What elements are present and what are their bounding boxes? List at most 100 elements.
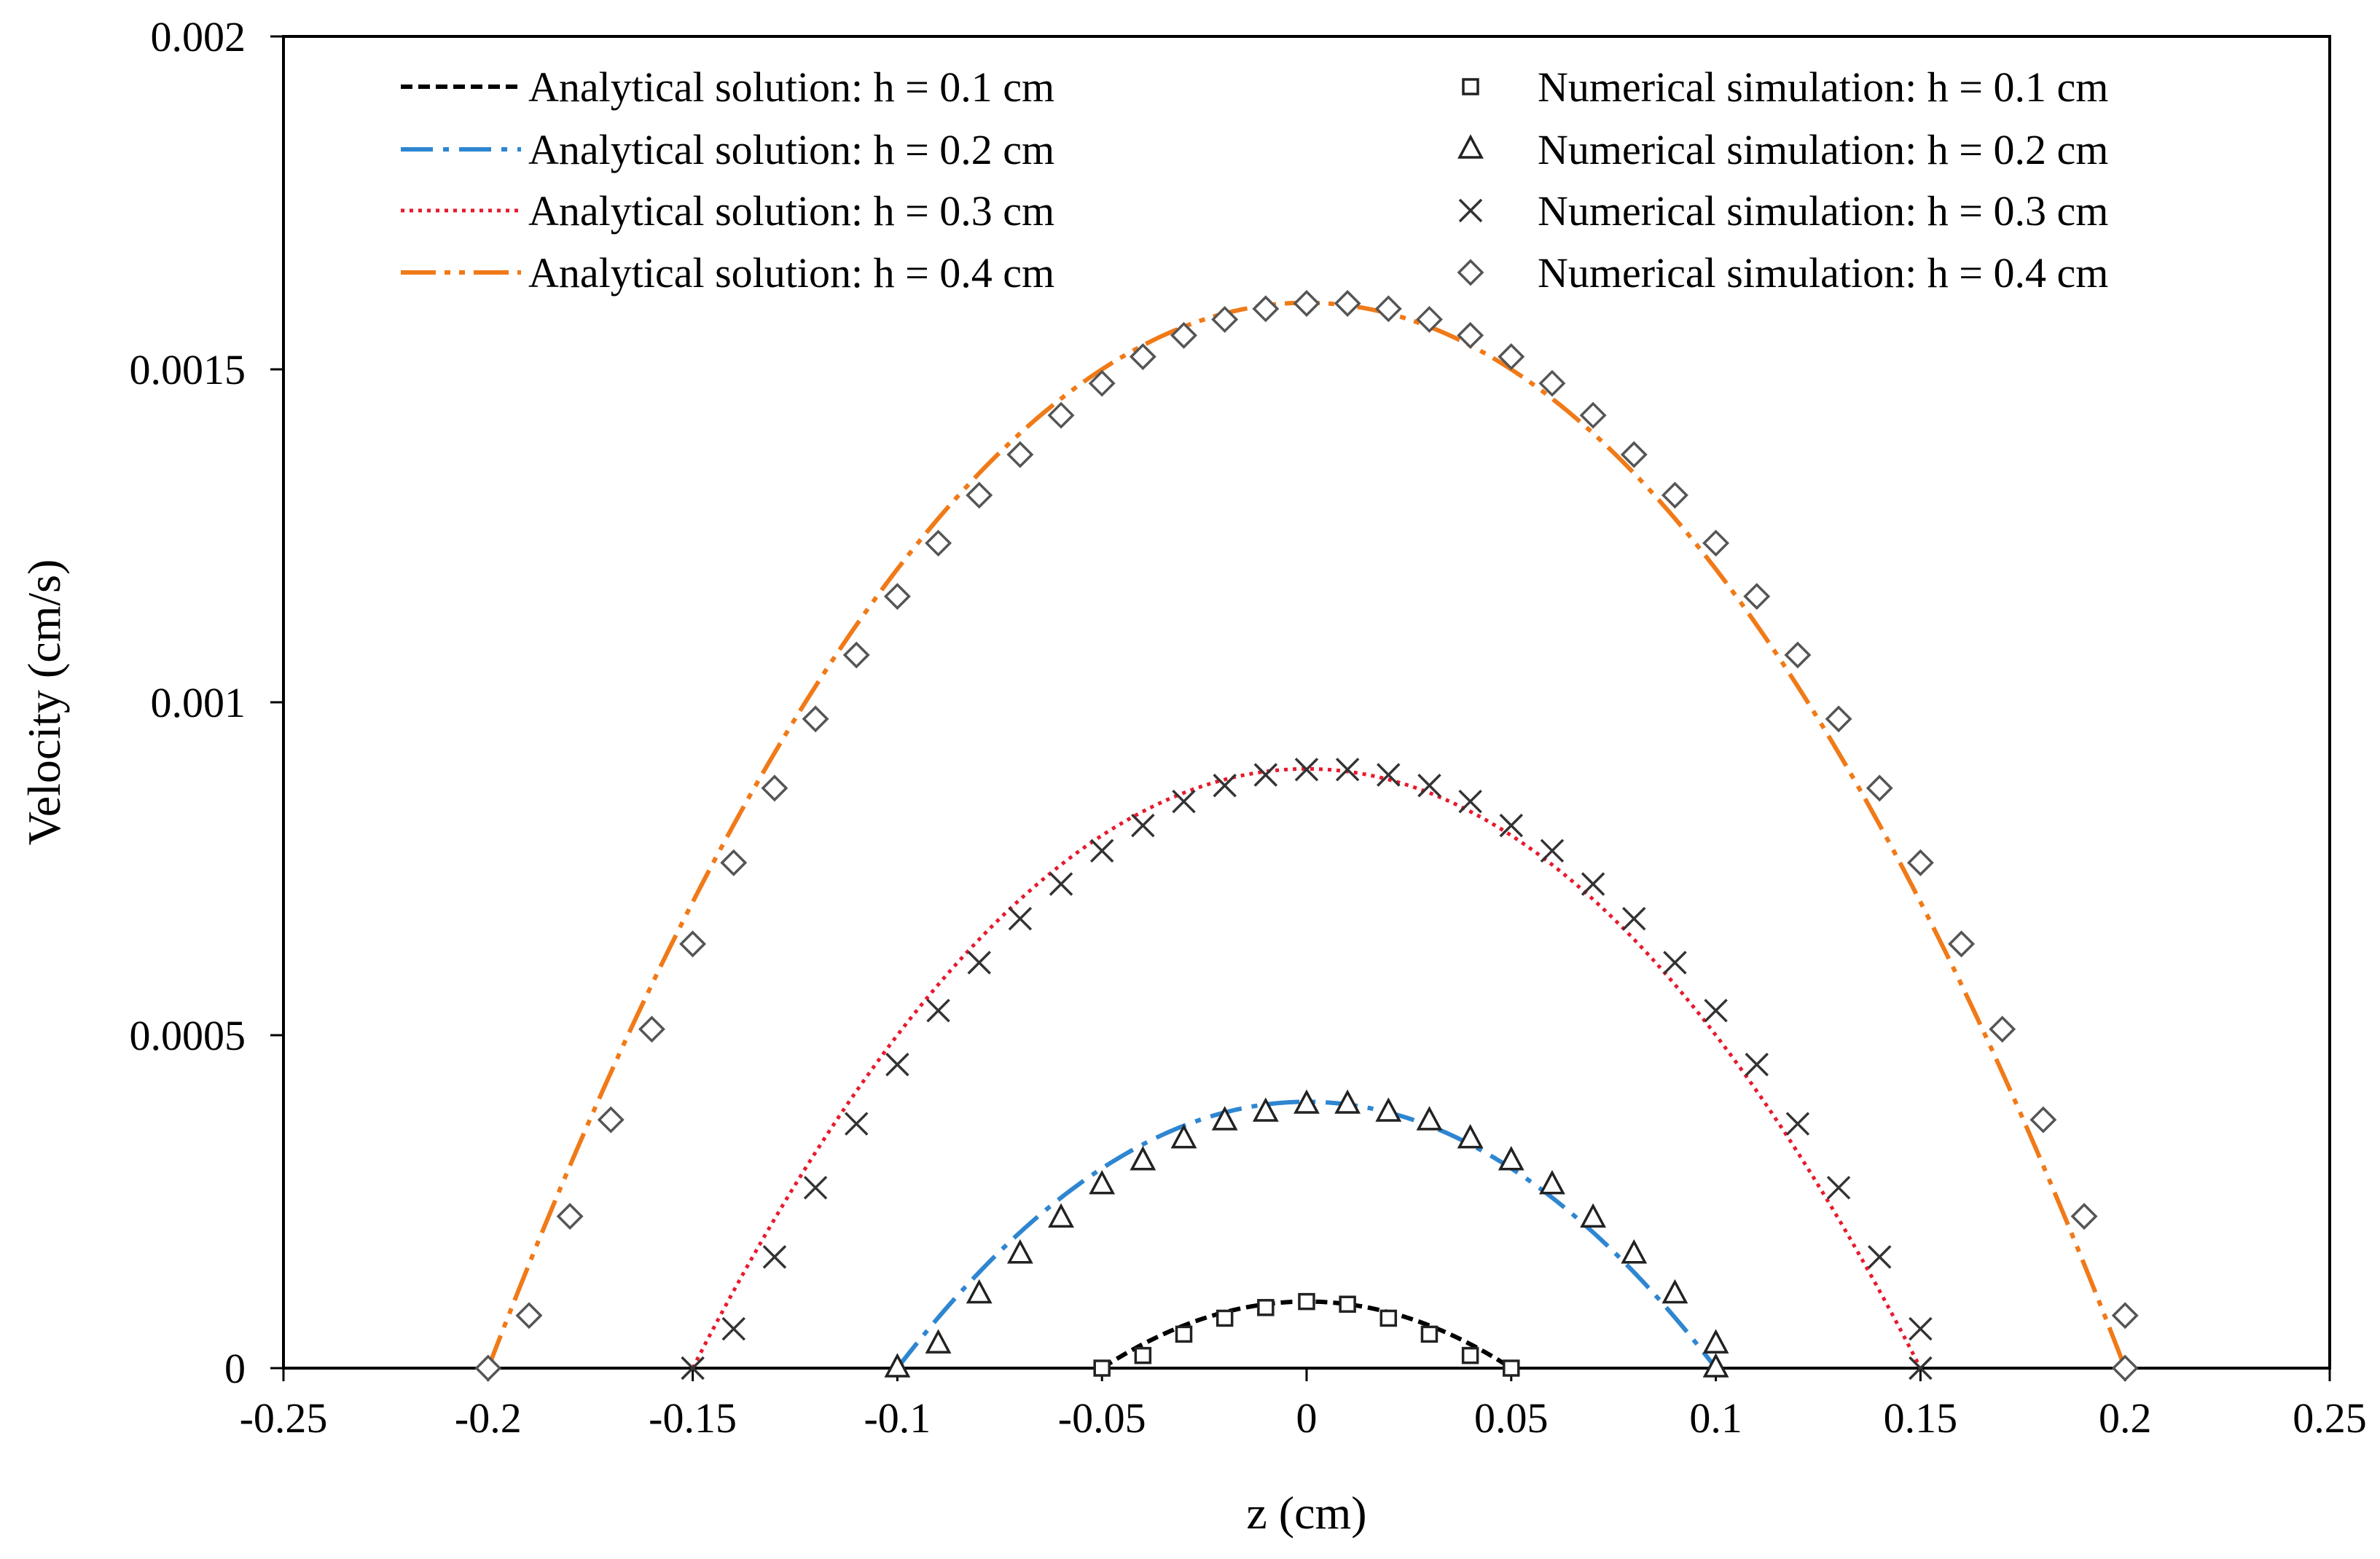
marker-diamond <box>2111 1302 2139 1330</box>
marker-diamond <box>1006 441 1034 468</box>
marker-triangle <box>1457 1123 1484 1149</box>
x-tick-label: 0.05 <box>1474 1394 1549 1442</box>
legend-item-numerical-simulation-h-0-1-cm: Numerical simulation: h = 0.1 cm <box>1462 63 2108 111</box>
legend-label: Analytical solution: h = 0.4 cm <box>528 249 1054 297</box>
marker-square <box>1503 1359 1520 1377</box>
marker-triangle <box>1048 1203 1074 1228</box>
marker-diamond <box>842 641 870 669</box>
x-tick-label: 0.1 <box>1689 1394 1742 1442</box>
y-axis-label: Velocity (cm/s) <box>18 559 70 846</box>
legend-label: Analytical solution: h = 0.2 cm <box>528 126 1054 173</box>
marker-diamond <box>1334 290 1361 317</box>
marker-triangle <box>1334 1089 1361 1114</box>
marker-triangle <box>1252 1097 1279 1122</box>
marker-diamond <box>1784 641 1812 669</box>
marker-triangle <box>1702 1329 1729 1354</box>
marker-triangle <box>1375 1097 1402 1122</box>
x-tick-label: 0.25 <box>2293 1394 2367 1442</box>
marker-cross <box>1826 1176 1851 1200</box>
marker-cross <box>1785 1112 1810 1136</box>
legend-item-numerical-simulation-h-0-2-cm: Numerical simulation: h = 0.2 cm <box>1457 126 2108 173</box>
marker-diamond <box>1293 290 1320 317</box>
marker-diamond <box>1211 305 1239 333</box>
marker-diamond <box>1948 930 1976 958</box>
marker-cross <box>1622 906 1646 931</box>
marker-square <box>1093 1359 1111 1377</box>
axis-ticks: -0.25 -0.2 -0.15 -0.1 -0.05 0 0.05 0.1 0.15 0.2 0.… <box>130 13 2367 1442</box>
marker-diamond <box>679 930 707 958</box>
x-tick-label: 0 <box>1296 1394 1318 1442</box>
marker-diamond <box>1538 369 1566 397</box>
marker-cross <box>803 1176 828 1200</box>
curve-analytical-solution-h-0-2-cm <box>896 1099 1718 1370</box>
marker-diamond <box>1088 369 1116 397</box>
marker-triangle <box>925 1329 952 1354</box>
marker-diamond <box>966 482 993 509</box>
marker-cross <box>762 1245 787 1269</box>
x-tick-label: -0.1 <box>864 1394 931 1442</box>
legend-label: Numerical simulation: h = 0.1 cm <box>1538 63 2108 111</box>
marker-triangle <box>1416 1106 1443 1131</box>
marker-cross <box>1294 758 1319 782</box>
legend-item-numerical-simulation-h-0-4-cm: Numerical simulation: h = 0.4 cm <box>1457 249 2108 297</box>
y-tick-label: 0 <box>224 1345 246 1392</box>
y-tick-label: 0.0015 <box>130 346 246 393</box>
marker-diamond <box>1743 583 1771 610</box>
marker-cross <box>1909 1356 1933 1381</box>
marker-diamond <box>556 1203 584 1230</box>
marker-triangle <box>1498 1146 1524 1171</box>
marker-square <box>1461 1346 1479 1364</box>
marker-cross <box>1909 1316 1933 1341</box>
marker-diamond <box>1866 774 1893 802</box>
marker-square <box>1339 1295 1356 1313</box>
marker-diamond <box>1252 295 1280 323</box>
legend: Analytical solution: h = 0.1 cm Analytica… <box>401 63 2108 297</box>
numerical-markers <box>474 290 2139 1382</box>
marker-square <box>1134 1346 1152 1364</box>
marker-cross <box>1008 906 1033 931</box>
marker-cross <box>1131 813 1155 838</box>
marker-diamond <box>597 1106 625 1134</box>
marker-cross <box>1704 998 1728 1023</box>
marker-cross <box>967 951 991 975</box>
marker-cross <box>1458 789 1482 814</box>
legend-label: Numerical simulation: h = 0.4 cm <box>1538 249 2108 297</box>
marker-diamond <box>1906 849 1934 876</box>
legend-label: Numerical simulation: h = 0.3 cm <box>1538 187 2108 235</box>
marker-square <box>1298 1292 1315 1311</box>
marker-diamond <box>1661 482 1688 509</box>
marker-diamond <box>474 1354 502 1382</box>
marker-triangle <box>1539 1169 1565 1195</box>
x-tick-label: -0.2 <box>455 1394 522 1442</box>
marker-triangle <box>1170 1123 1197 1149</box>
legend-item-numerical-simulation-h-0-3-cm: Numerical simulation: h = 0.3 cm <box>1458 187 2108 235</box>
marker-diamond <box>1702 530 1730 557</box>
legend-swatch-triangle <box>1457 134 1484 159</box>
marker-cross <box>845 1112 869 1136</box>
marker-cross <box>721 1316 745 1341</box>
marker-diamond <box>1620 441 1648 468</box>
legend-label: Analytical solution: h = 0.1 cm <box>528 63 1054 111</box>
marker-cross <box>1213 774 1237 798</box>
marker-cross <box>1868 1245 1892 1269</box>
marker-triangle <box>1580 1203 1607 1228</box>
x-tick-label: 0.15 <box>1884 1394 1958 1442</box>
marker-triangle <box>1661 1279 1688 1304</box>
marker-diamond <box>720 849 748 876</box>
x-tick-label: 0.2 <box>2099 1394 2152 1442</box>
marker-square <box>1216 1309 1234 1327</box>
marker-square <box>1175 1325 1193 1343</box>
marker-diamond <box>1170 321 1197 349</box>
marker-triangle <box>1130 1146 1156 1171</box>
marker-cross <box>1089 839 1114 863</box>
marker-diamond <box>802 705 829 733</box>
marker-diamond <box>1498 343 1525 371</box>
marker-triangle <box>1211 1106 1238 1131</box>
y-tick-label: 0.001 <box>151 679 246 726</box>
marker-diamond <box>761 774 788 802</box>
marker-square <box>1257 1299 1275 1316</box>
plot-area <box>282 35 2331 1370</box>
curve-analytical-solution-h-0-3-cm <box>691 766 1922 1370</box>
